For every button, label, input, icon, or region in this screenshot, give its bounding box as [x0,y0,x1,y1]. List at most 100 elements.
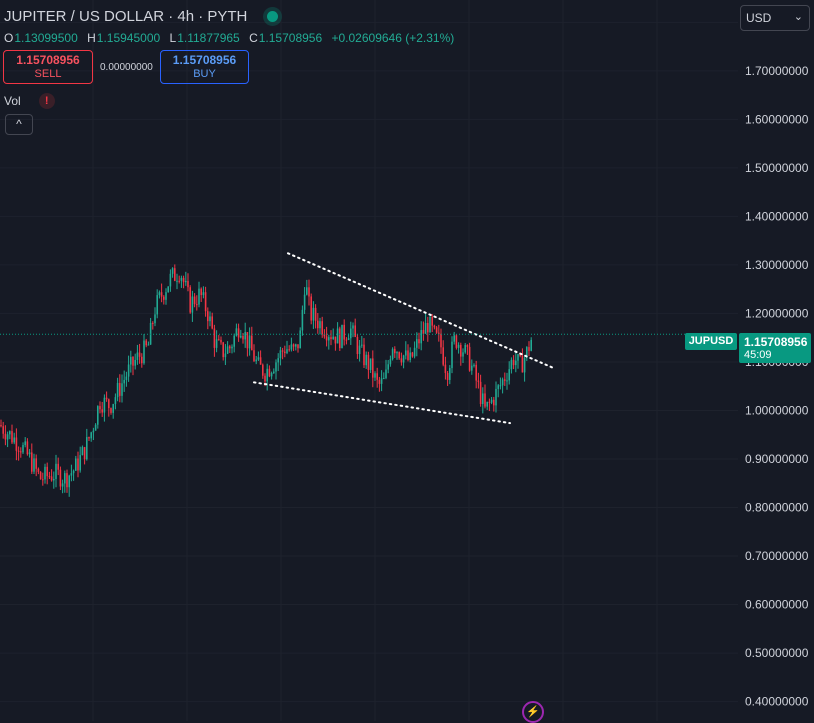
candle-body [301,309,304,331]
trendlines[interactable] [253,252,554,425]
open-label: O [4,31,14,45]
warning-icon[interactable]: ! [38,93,55,109]
candle-body [251,335,253,351]
candle-body [286,349,288,354]
candle-body [279,350,282,359]
candle-body [453,335,455,342]
price-axis-tick-label: 0.80000000 [745,501,809,515]
candle-body [499,385,502,387]
candle-body [321,321,323,335]
candle-body [420,330,422,344]
candle-body [55,463,57,479]
candle-body [519,354,521,357]
candle-body [9,431,11,435]
price-axis-tick-label: 1.60000000 [745,112,809,126]
candle-body [207,311,209,322]
candle-body [482,393,484,405]
candle-body [433,325,436,328]
candle-body [376,373,378,380]
candle-body [268,368,271,377]
candle-body [248,335,251,349]
candle-body [15,437,18,451]
symbol-title[interactable]: JUPITER / US DOLLAR · 4h · PYTH [4,8,248,25]
candle-body [341,324,343,349]
candle-body [400,358,403,363]
volume-indicator[interactable]: Vol ! [4,93,55,109]
candle-body [24,441,26,446]
price-axis[interactable]: 1.800000001.700000001.600000001.50000000… [745,15,809,708]
candle-body [457,344,460,348]
symbol-header[interactable]: JUPITER / US DOLLAR · 4h · PYTH [4,8,279,25]
high-value: 1.15945000 [96,31,161,45]
buy-button[interactable]: 1.15708956 BUY [160,50,249,84]
candle-body [479,381,482,405]
candle-body [174,268,176,281]
symbol-price-label: JUPUSD [685,333,737,350]
candle-body [218,339,220,341]
trendline-upper [287,252,554,369]
price-axis-tick-label: 1.30000000 [745,258,809,272]
candle-body [264,375,266,382]
ohlc-legend: O1.13099500 H1.15945000 L1.11877965 C1.1… [4,31,460,45]
candle-body [354,325,356,337]
candle-body [253,350,255,362]
candle-body [209,316,211,322]
candle-body [200,288,202,296]
candle-body [396,352,398,354]
candle-body [486,401,488,407]
candle-body [169,273,172,287]
candle-body [154,314,156,324]
candle-body [323,334,326,337]
trendline-lower [253,381,511,425]
candle-body [145,340,147,346]
candle-body [70,473,73,476]
candle-body [471,365,473,371]
change-value: +0.02609646 (+2.31%) [331,31,455,45]
candle-body [299,330,301,349]
candle-body [28,452,31,455]
candle-body [413,347,416,357]
candle-body [152,322,154,324]
candle-body [493,399,495,406]
close-value: 1.15708956 [258,31,323,45]
candle-body [26,441,29,455]
candle-body [134,359,136,366]
candle-body [347,338,350,340]
price-axis-tick-label: 1.40000000 [745,209,809,223]
candle-body [158,292,161,296]
candle-body [141,356,143,364]
candle-body [303,294,306,310]
lightning-icon[interactable]: ⚡ [522,701,544,723]
candle-body [460,344,462,357]
candle-body [449,368,451,380]
candle-body [33,458,35,472]
bar-countdown: 45:09 [744,349,772,361]
candle-body [345,339,348,341]
candle-body [394,348,396,354]
candle-body [202,292,205,296]
candle-body [235,328,238,336]
candle-body [501,379,504,386]
candle-body [64,473,66,484]
collapse-chevron-up-icon[interactable]: ^ [5,114,33,135]
candle-body [37,468,40,472]
candle-body [211,316,213,329]
volume-label: Vol [4,94,21,108]
candle-series [0,264,532,497]
candle-body [198,288,200,305]
candle-body [387,364,389,370]
sell-button[interactable]: 1.15708956 SELL [3,50,93,84]
candle-body [127,364,130,377]
buy-price: 1.15708956 [172,53,237,67]
candle-body [163,296,165,300]
candle-body [97,406,99,425]
sell-label: SELL [34,68,62,80]
currency-select[interactable]: USD ⌄ [740,5,810,31]
candle-body [215,339,218,348]
candle-body [156,295,158,315]
candle-body [88,437,90,439]
candle-body [255,359,257,362]
candle-body [290,344,293,350]
